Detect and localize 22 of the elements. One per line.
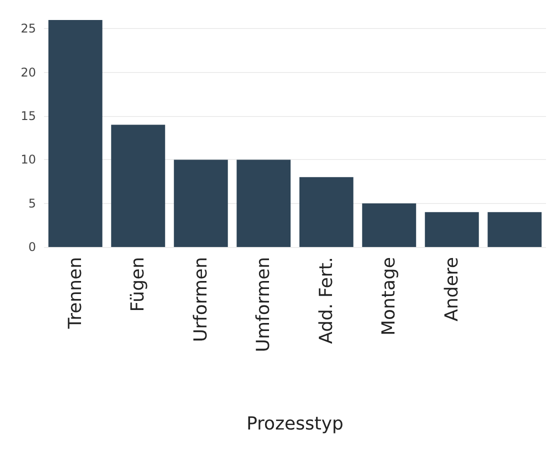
bar	[424, 212, 479, 247]
bar	[362, 203, 416, 247]
bar	[111, 124, 166, 247]
bar	[236, 160, 291, 247]
x-tick-label: Umformen	[253, 257, 274, 352]
x-tick-label: Andere	[441, 257, 462, 322]
bar	[174, 160, 228, 247]
y-tick-label: 0	[28, 240, 36, 254]
y-tick-label: 25	[20, 22, 36, 36]
x-tick-label: Add. Fert.	[316, 257, 337, 344]
x-tick-label: Trennen	[64, 257, 86, 330]
bar	[488, 212, 542, 247]
y-tick-label: 15	[20, 109, 36, 124]
x-axis-title: Prozesstyp	[246, 414, 344, 434]
bar	[48, 20, 102, 247]
y-tick-label: 20	[20, 65, 36, 80]
x-tick-label: Urformen	[190, 257, 212, 342]
bar	[299, 177, 354, 247]
x-tick-label: Fügen	[128, 257, 149, 312]
y-tick-label: 5	[28, 196, 36, 210]
y-tick-label: 10	[20, 152, 36, 167]
x-tick-label: Montage	[378, 257, 400, 336]
